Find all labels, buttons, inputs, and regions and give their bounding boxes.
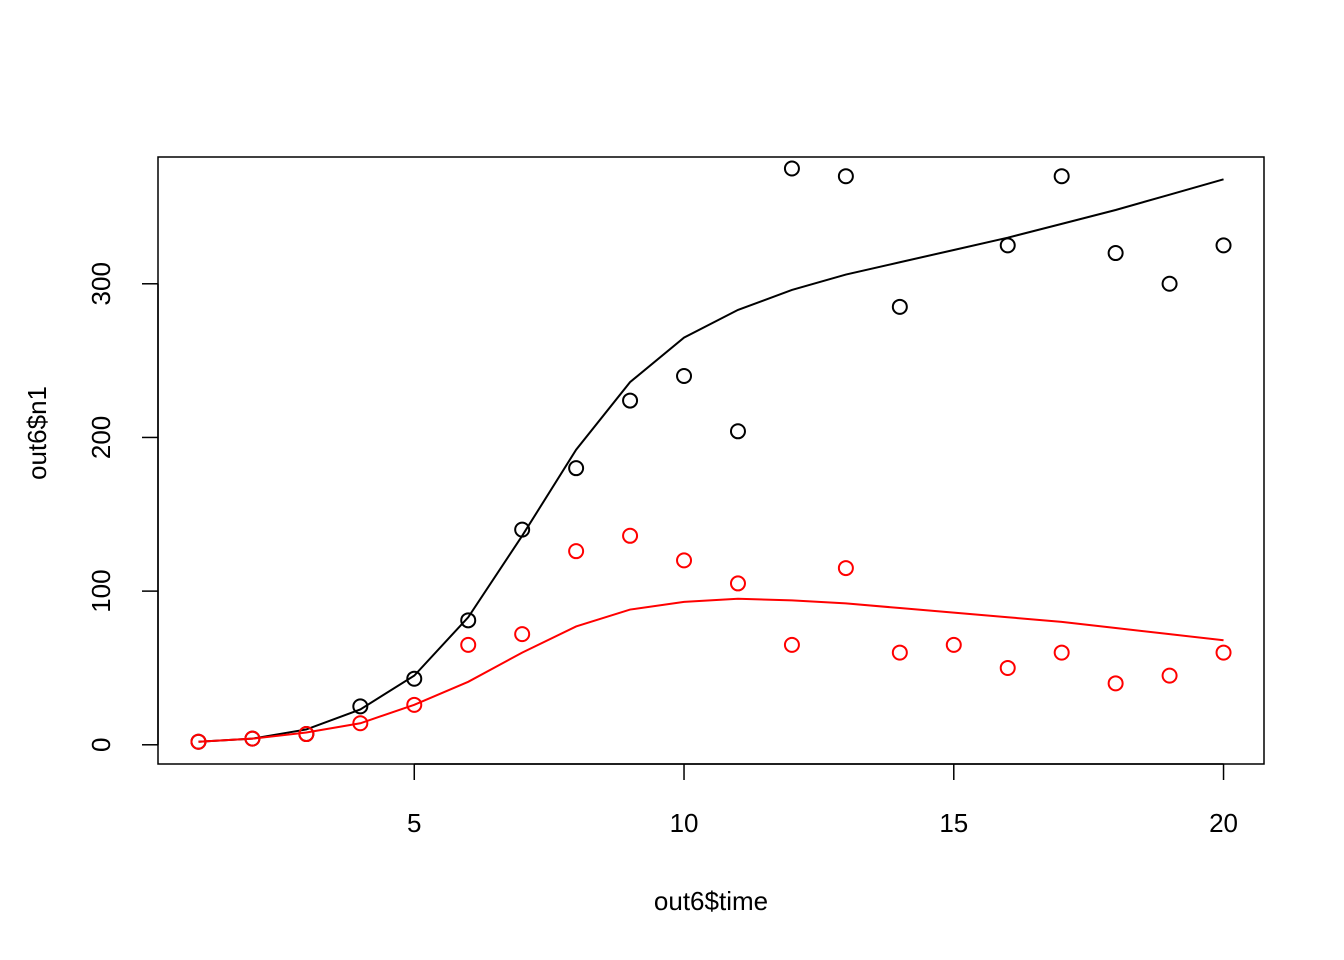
data-point <box>1053 168 1070 185</box>
data-point <box>622 392 639 409</box>
data-point <box>676 367 693 384</box>
data-point <box>1215 237 1232 254</box>
x-axis-label: out6$time <box>654 886 768 916</box>
data-point <box>352 715 369 732</box>
data-point <box>729 575 746 592</box>
data-point <box>999 237 1016 254</box>
data-point <box>622 527 639 544</box>
data-point <box>1107 675 1124 692</box>
data-point <box>406 696 423 713</box>
data-point <box>891 298 908 315</box>
y-tick-label: 200 <box>86 416 116 459</box>
plot-frame <box>157 156 1265 765</box>
x-axis: 5 10 15 20 <box>407 763 1238 838</box>
y-tick-label: 0 <box>86 738 116 752</box>
data-point <box>1215 644 1232 661</box>
data-point <box>406 670 423 687</box>
x-tick-label: 15 <box>939 808 968 838</box>
y-tick-label: 300 <box>86 262 116 305</box>
data-point <box>460 612 477 629</box>
x-tick-label: 5 <box>407 808 421 838</box>
data-point <box>1161 667 1178 684</box>
x-tick-label: 10 <box>670 808 699 838</box>
data-point <box>1161 275 1178 292</box>
data-point <box>1053 644 1070 661</box>
data-point <box>837 560 854 577</box>
y-axis-label: out6$n1 <box>22 386 52 480</box>
x-tick-label: 20 <box>1209 808 1238 838</box>
data-point <box>783 160 800 177</box>
series-layer <box>190 160 1232 750</box>
data-point <box>729 423 746 440</box>
data-point <box>568 460 585 477</box>
data-point <box>1107 245 1124 262</box>
data-point <box>945 636 962 653</box>
data-point <box>783 636 800 653</box>
series-line-3 <box>198 597 1224 743</box>
data-point <box>891 644 908 661</box>
data-point <box>676 552 693 569</box>
data-point <box>999 659 1016 676</box>
y-tick-label: 100 <box>86 569 116 612</box>
data-point <box>568 543 585 560</box>
data-point <box>514 626 531 643</box>
series-line-1 <box>198 178 1224 743</box>
y-axis: 0 100 200 300 <box>86 262 159 752</box>
data-point <box>352 698 369 715</box>
data-point <box>460 636 477 653</box>
data-point <box>837 168 854 185</box>
